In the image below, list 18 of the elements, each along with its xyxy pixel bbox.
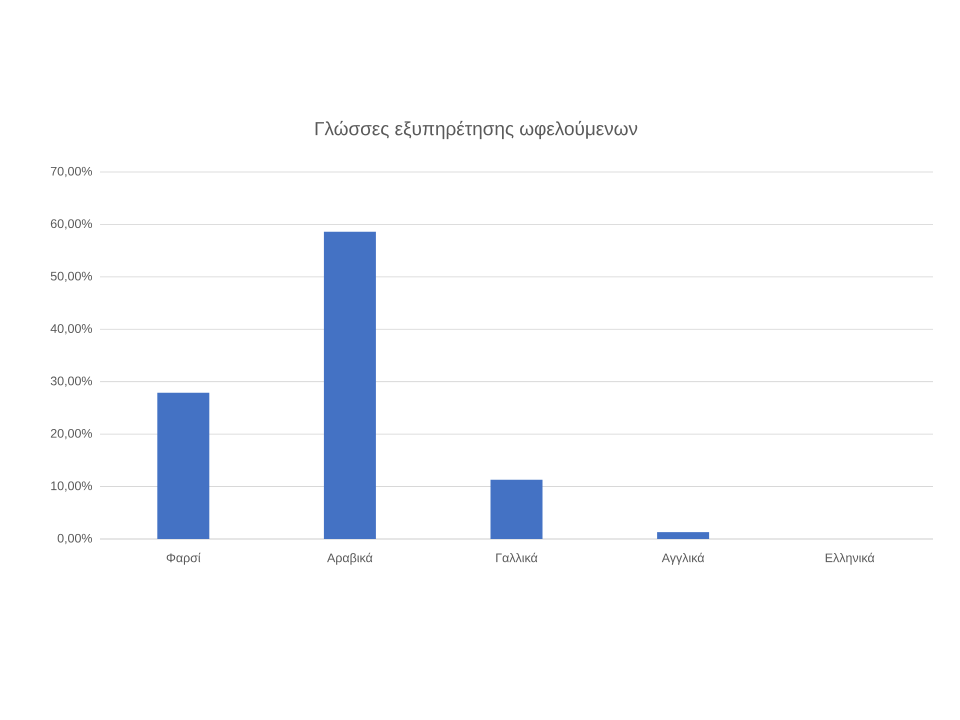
x-tick-label: Φαρσί (166, 552, 201, 565)
bar (157, 392, 210, 539)
x-tick-label: Γαλλικά (496, 552, 538, 562)
y-tick-label: 0,00% (58, 534, 92, 544)
y-tick-label: 20,00% (50, 428, 92, 440)
y-tick-label: 60,00% (50, 219, 92, 230)
y-tick-label: 40,00% (50, 324, 92, 334)
y-tick-label: 30,00% (50, 376, 92, 387)
x-tick-label: Αγγλικά (662, 552, 704, 565)
x-tick-label: Ελληνικά (826, 552, 874, 565)
chart-title: Γλώσσες εξυπηρέτησης ωφελούμενων (316, 120, 638, 140)
bar (324, 232, 376, 539)
bar (490, 480, 543, 539)
y-tick-label: 10,00% (51, 481, 92, 492)
x-tick-label: Αραβικά (327, 552, 372, 565)
y-tick-label: 50,00% (50, 272, 92, 282)
y-tick-label: 70,00% (50, 166, 92, 178)
bar (657, 532, 710, 539)
